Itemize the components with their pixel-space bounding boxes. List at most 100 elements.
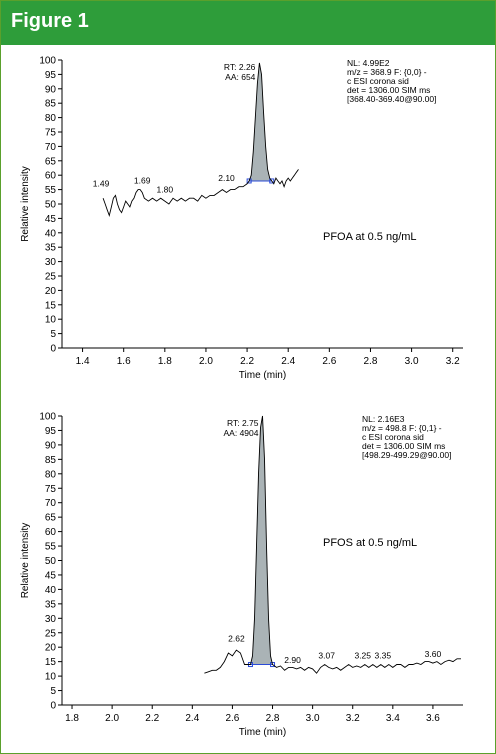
x-tick-label: 3.4 [386, 713, 400, 724]
y-tick-label: 30 [45, 257, 57, 268]
x-tick-label: 2.4 [185, 713, 199, 724]
scan-info-line: m/z = 498.8 F: {0,1} - [362, 423, 442, 433]
y-tick-label: 25 [45, 628, 57, 639]
compound-label: PFOA at 0.5 ng/mL [323, 231, 417, 243]
y-tick-label: 25 [45, 272, 57, 283]
peak-time-label: 1.69 [134, 176, 151, 186]
peak-area [249, 62, 272, 181]
x-tick-label: 2.8 [364, 356, 378, 367]
peak-time-label: 3.60 [425, 649, 442, 659]
y-tick-label: 20 [45, 286, 57, 297]
x-tick-label: 2.6 [322, 356, 336, 367]
y-tick-label: 15 [45, 300, 57, 311]
peak-time-label: 2.10 [218, 173, 235, 183]
scan-info-line: m/z = 368.9 F: {0,0} - [347, 67, 427, 77]
x-tick-label: 3.0 [405, 356, 419, 367]
peak-time-label: 3.25 [354, 651, 371, 661]
chromatogram-trace [102, 62, 299, 218]
y-tick-label: 45 [45, 214, 57, 225]
x-tick-label: 1.8 [158, 356, 172, 367]
x-tick-label: 3.2 [346, 713, 360, 724]
x-tick-label: 2.0 [199, 356, 213, 367]
y-tick-label: 60 [45, 171, 57, 182]
x-tick-label: 2.2 [240, 356, 254, 367]
y-tick-label: 100 [39, 412, 56, 423]
y-tick-label: 0 [50, 701, 56, 712]
rt-label: RT: 2.75 [227, 418, 259, 428]
y-tick-label: 50 [45, 556, 57, 567]
rt-label: RT: 2.26 [224, 62, 256, 72]
peak-time-label: 1.49 [93, 179, 110, 189]
peak-time-label: 2.90 [284, 655, 301, 665]
x-tick-label: 2.2 [145, 713, 159, 724]
peak-time-label: 3.35 [375, 651, 392, 661]
y-tick-label: 90 [45, 440, 57, 451]
y-tick-label: 85 [45, 455, 57, 466]
pfoa-chromatogram: 0 5 10 15 20 25 30 35 40 45 50 55 60 65 70 75 80 85 90 95 10… [20, 56, 463, 381]
chromatogram-trace [204, 415, 461, 674]
figure-header: Figure 1 [1, 1, 495, 45]
y-tick-label: 70 [45, 142, 57, 153]
y-tick-label: 65 [45, 156, 57, 167]
x-tick-label: 3.6 [426, 713, 440, 724]
peak-time-label: 3.07 [318, 651, 335, 661]
y-tick-label: 40 [45, 585, 57, 596]
y-tick-label: 55 [45, 185, 57, 196]
peak-boundary-marker [270, 662, 276, 668]
x-tick-label: 1.4 [76, 356, 90, 367]
scan-info-line: c ESI corona sid [347, 76, 409, 86]
y-tick-label: 50 [45, 200, 57, 211]
y-tick-label: 85 [45, 99, 57, 110]
y-tick-label: 35 [45, 599, 57, 610]
scan-info-line: NL: 2.16E3 [362, 414, 405, 424]
y-tick-label: 80 [45, 469, 57, 480]
x-axis-label: Time (min) [239, 727, 286, 738]
y-tick-label: 75 [45, 484, 57, 495]
peak-boundary-marker [246, 178, 252, 184]
figure-title: Figure 1 [11, 10, 89, 32]
scan-info-line: NL: 4.99E2 [347, 58, 390, 68]
x-tick-label: 3.2 [446, 356, 460, 367]
y-tick-label: 15 [45, 657, 57, 668]
x-tick-label: 2.0 [105, 713, 119, 724]
scan-info-line: c ESI corona sid [362, 432, 424, 442]
x-tick-label: 2.4 [281, 356, 295, 367]
x-tick-label: 1.8 [65, 713, 79, 724]
peak-boundary-marker [269, 178, 275, 184]
y-tick-label: 35 [45, 243, 57, 254]
scan-info-line: det = 1306.00 SIM ms [362, 441, 445, 451]
y-tick-label: 80 [45, 113, 57, 124]
y-tick-label: 30 [45, 614, 57, 625]
x-axis-label: Time (min) [239, 370, 286, 381]
x-tick-label: 3.0 [306, 713, 320, 724]
y-tick-label: 5 [50, 686, 56, 697]
y-tick-label: 100 [39, 56, 56, 67]
y-tick-label: 10 [45, 315, 57, 326]
y-tick-label: 95 [45, 426, 57, 437]
y-tick-label: 65 [45, 513, 57, 524]
aa-label: AA: 654 [225, 72, 256, 82]
chart-panel-pfos: 0 5 10 15 20 25 30 35 40 45 50 55 60 65 70 75 80 85 90 95 10… [1, 405, 495, 753]
x-tick-label: 2.6 [225, 713, 239, 724]
y-tick-label: 0 [50, 344, 56, 355]
y-axis-label: Relative intensity [20, 166, 31, 242]
y-tick-label: 90 [45, 84, 57, 95]
y-tick-label: 45 [45, 570, 57, 581]
compound-label: PFOS at 0.5 ng/mL [323, 537, 417, 549]
y-tick-label: 40 [45, 228, 57, 239]
y-tick-label: 10 [45, 672, 57, 683]
peak-time-label: 1.80 [157, 184, 174, 194]
y-tick-label: 55 [45, 542, 57, 553]
y-tick-label: 20 [45, 643, 57, 654]
y-axis-label: Relative intensity [20, 523, 31, 599]
chart-panel-pfoa: 0 5 10 15 20 25 30 35 40 45 50 55 60 65 70 75 80 85 90 95 10… [1, 45, 495, 385]
y-tick-label: 60 [45, 527, 57, 538]
pfos-chromatogram: 0 5 10 15 20 25 30 35 40 45 50 55 60 65 70 75 80 85 90 95 10… [20, 412, 463, 738]
y-tick-label: 75 [45, 128, 57, 139]
y-tick-label: 70 [45, 498, 57, 509]
scan-info-line: det = 1306.00 SIM ms [347, 85, 430, 95]
y-tick-label: 5 [50, 329, 56, 340]
x-tick-label: 2.8 [266, 713, 280, 724]
x-tick-label: 1.6 [117, 356, 131, 367]
